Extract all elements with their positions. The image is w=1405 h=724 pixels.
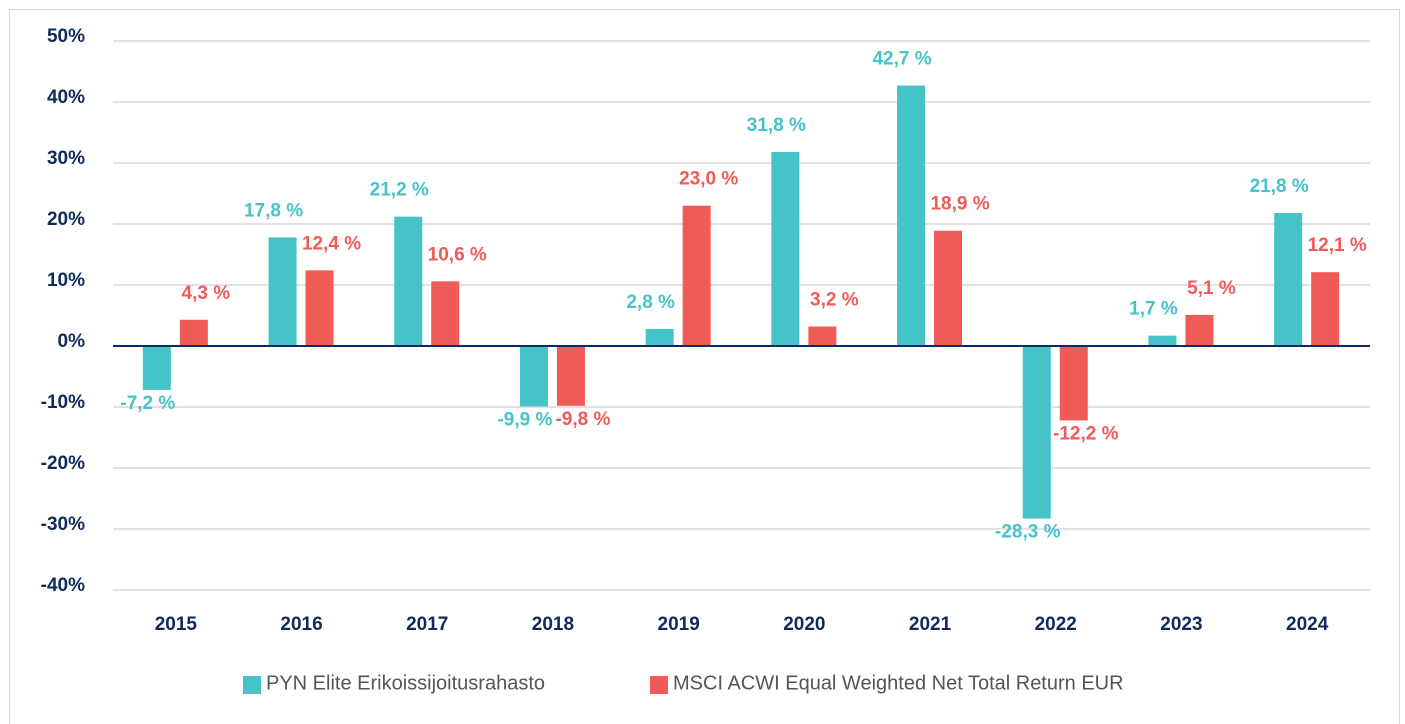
value-label: 12,4 % [302,233,361,254]
x-tick-label: 2023 [1160,614,1202,635]
x-tick-label: 2019 [658,614,700,635]
y-tick-label: 20% [47,209,85,230]
bar [305,270,334,346]
bar [771,152,800,346]
value-label: 18,9 % [930,194,989,215]
frame [9,9,1400,724]
legend-label: MSCI ACWI Equal Weighted Net Total Retur… [673,672,1124,694]
bar [1311,272,1340,346]
bar [897,85,926,346]
x-tick-label: 2020 [783,614,825,635]
y-tick-label: -20% [41,453,85,474]
x-tick-label: 2015 [155,614,198,635]
value-label: 1,7 % [1129,299,1178,320]
bar [1185,314,1214,346]
y-tick-label: -10% [41,392,85,413]
value-label: 31,8 % [747,115,806,136]
value-label: -9,8 % [555,409,610,430]
y-tick-label: -30% [41,514,85,535]
bar [1148,335,1177,346]
value-label: -7,2 % [120,393,175,414]
value-label: 3,2 % [810,289,859,310]
value-label: 4,3 % [182,283,231,304]
value-label: 21,2 % [370,180,429,201]
value-label: -28,3 % [995,522,1061,543]
x-tick-label: 2016 [280,614,322,635]
y-tick-label: 40% [47,87,85,108]
value-label: 17,8 % [244,200,303,221]
bar [934,230,963,346]
y-tick-label: 10% [47,270,85,291]
legend-swatch [650,676,668,694]
value-label: 5,1 % [1187,278,1236,299]
value-label: 12,1 % [1308,235,1367,256]
bar [645,328,674,346]
x-tick-label: 2017 [406,614,448,635]
y-tick-label: 0% [58,331,86,352]
x-tick-label: 2024 [1286,614,1329,635]
legend-swatch [243,676,261,694]
bar [556,346,585,406]
bar [1022,346,1051,519]
value-label: 21,8 % [1250,176,1309,197]
y-tick-label: -40% [41,575,85,596]
bar [431,281,460,346]
legend-label: PYN Elite Erikoissijoitusrahasto [266,672,545,694]
x-tick-label: 2021 [909,614,952,635]
bar [179,319,208,346]
y-tick-label: 50% [47,26,85,47]
value-label: 10,6 % [428,244,487,265]
value-label: 2,8 % [626,292,675,313]
bar [1274,213,1303,346]
value-label: 23,0 % [679,169,738,190]
y-tick-label: 30% [47,148,85,169]
bar [1059,346,1088,421]
value-label: 42,7 % [872,49,931,70]
bar [808,326,837,346]
bar [682,205,711,346]
bar [519,346,548,407]
bar [268,237,297,346]
x-tick-label: 2018 [532,614,574,635]
x-tick-label: 2022 [1035,614,1077,635]
value-label: -12,2 % [1053,423,1119,444]
value-label: -9,9 % [497,409,552,430]
bar [394,216,423,346]
bar [142,346,171,390]
